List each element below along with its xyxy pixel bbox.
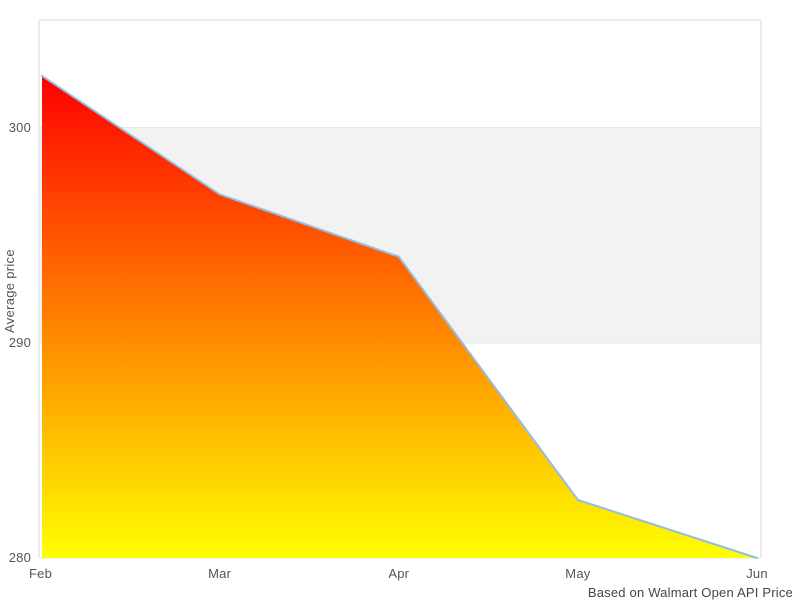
x-tick-label: Apr	[388, 566, 410, 581]
y-tick-label: 300	[8, 119, 31, 135]
chart-caption: Based on Walmart Open API Price	[587, 585, 793, 600]
price-line[interactable]	[41, 74, 758, 559]
y-axis-title: Average price	[2, 249, 17, 333]
area-fill[interactable]	[42, 75, 757, 559]
x-tick-label: Jun	[746, 566, 768, 581]
x-tick-label: Mar	[208, 566, 232, 581]
y-tick-label: 290	[8, 334, 31, 350]
y-tick-label: 280	[8, 550, 31, 565]
x-tick-label: May	[565, 566, 591, 581]
x-tick-label: Feb	[28, 566, 53, 581]
